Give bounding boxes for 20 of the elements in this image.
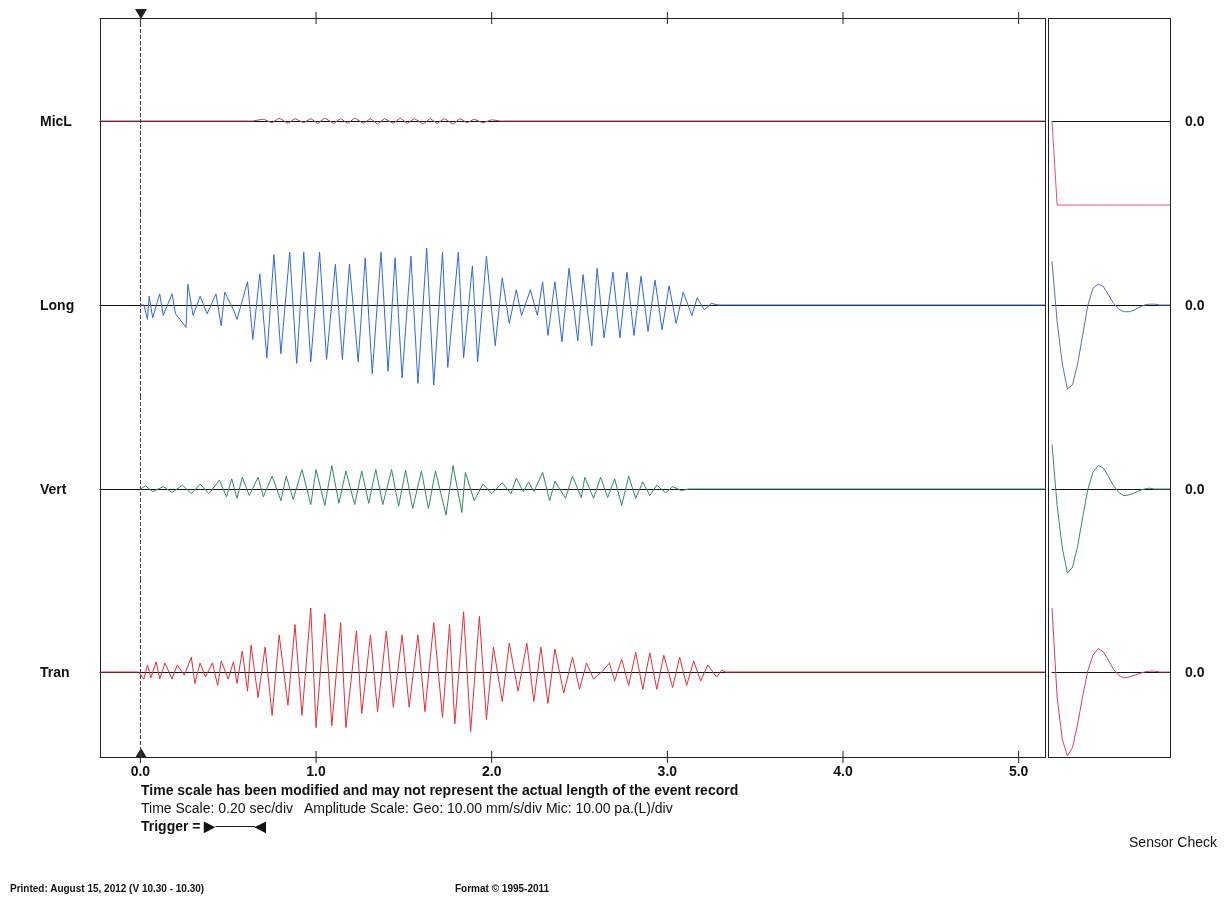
y-axis-title: Tran	[40, 664, 70, 680]
text: 0.0	[1185, 481, 1205, 497]
text: Printed: August 15, 2012 (V 10.30 - 10.30)	[10, 882, 205, 894]
x-tick-label: 1.0	[306, 763, 326, 779]
x-tick-label: 2.0	[481, 763, 502, 779]
x-tick-label: 0.0	[130, 763, 151, 779]
text: Format © 1995-2011	[455, 882, 550, 894]
text: Trigger = ▶────◀	[141, 818, 267, 834]
x-tick-label: 3.0	[657, 763, 678, 779]
text: Time Scale: 0.20 sec/div Amplitude Scale: Geo: 10.00 mm/s/div Mic: 10.00 pa.(L)/div	[141, 800, 673, 816]
text: Time scale has been modified and may not represent the actual length of the event record	[141, 782, 739, 798]
text: 0.0	[1185, 113, 1205, 129]
y-axis-title: MicL	[40, 113, 73, 129]
y-axis-title: Vert	[40, 481, 67, 497]
y-axis-title: Long	[40, 297, 75, 313]
x-tick-label: 4.0	[833, 763, 853, 779]
x-tick-label: 5.0	[1008, 763, 1029, 779]
text: 0.0	[1185, 297, 1205, 313]
text: 0.0	[1185, 664, 1205, 680]
x-axis-title: Sensor Check	[1129, 834, 1218, 850]
